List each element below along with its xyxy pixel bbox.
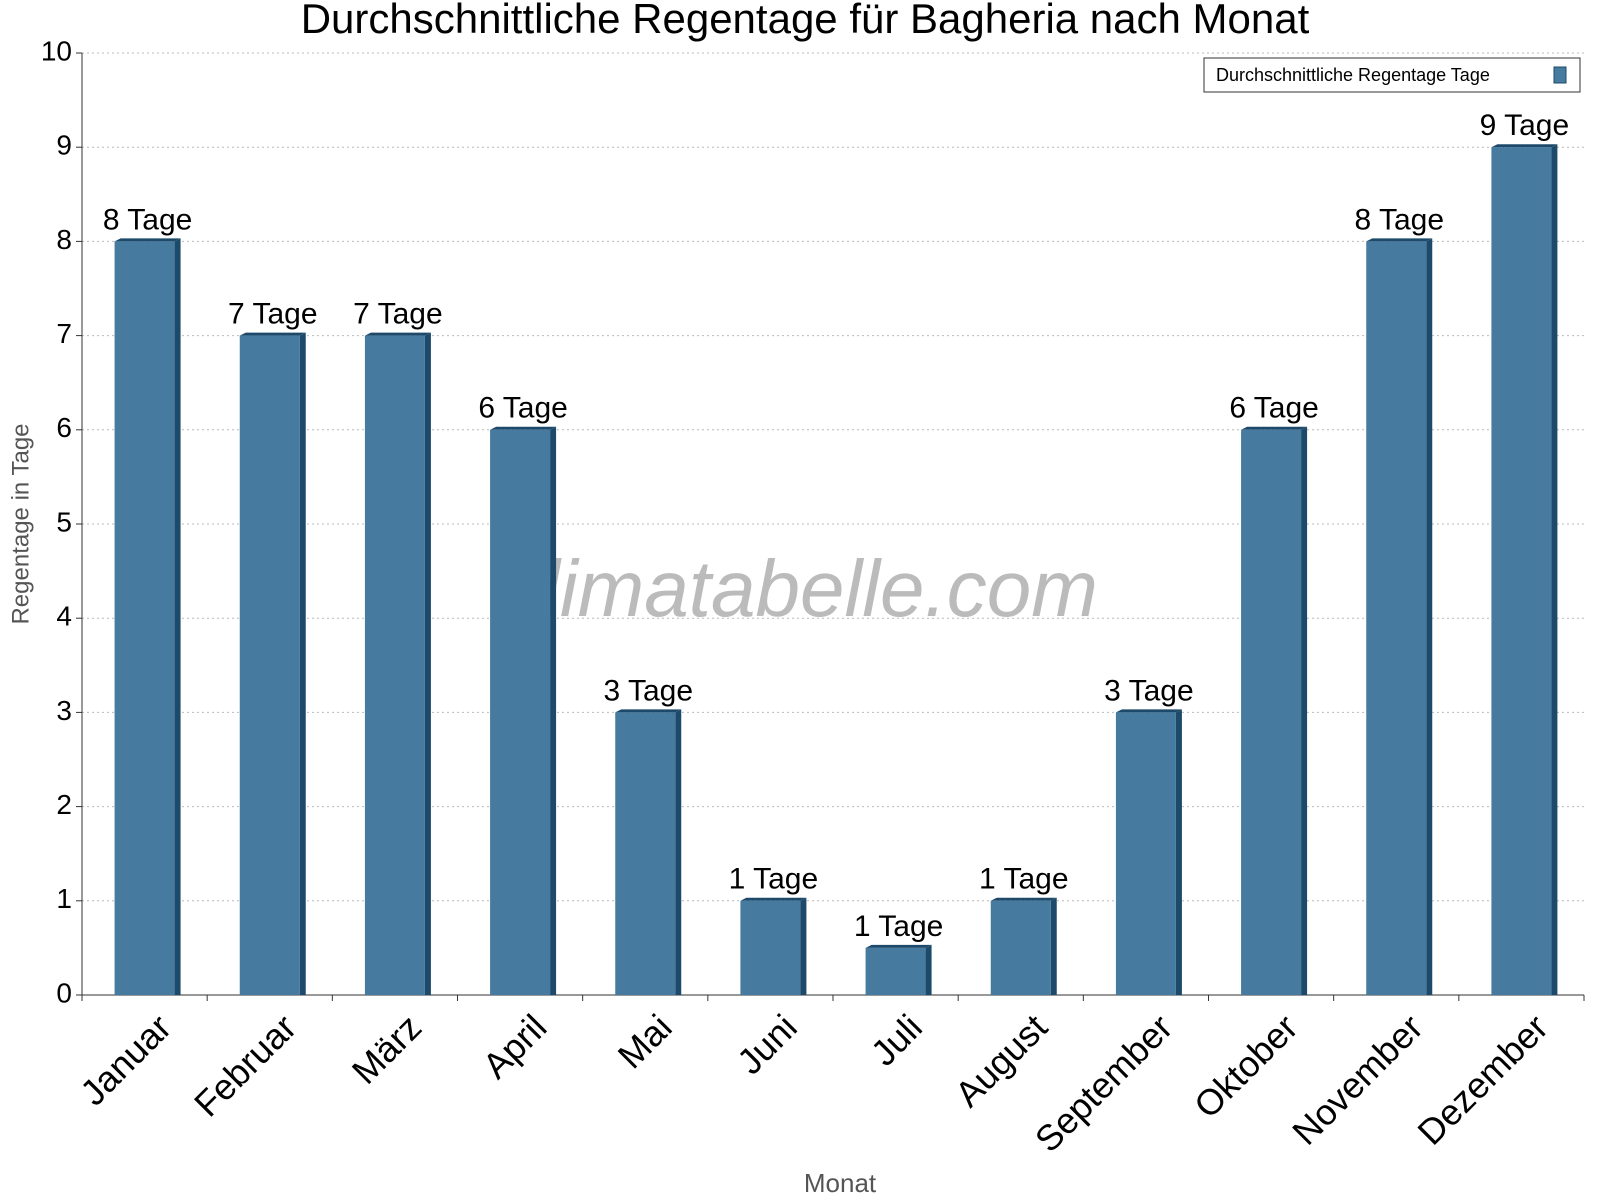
bar-side bbox=[675, 709, 682, 995]
x-tick-label: Januar bbox=[72, 1006, 179, 1113]
x-tick-label: Dezember bbox=[1409, 1006, 1555, 1152]
x-tick-label: Februar bbox=[186, 1006, 304, 1124]
bar-top bbox=[114, 238, 181, 242]
x-tick-label: August bbox=[947, 1006, 1055, 1114]
bar-top bbox=[1491, 144, 1558, 148]
bar-top bbox=[990, 897, 1057, 901]
y-tick-label: 5 bbox=[56, 506, 72, 537]
bar-side bbox=[1426, 238, 1433, 995]
bar bbox=[990, 900, 1051, 995]
y-axis-title: Regentage in Tage bbox=[7, 423, 34, 624]
value-label: 8 Tage bbox=[103, 203, 193, 236]
bar-top bbox=[1241, 426, 1308, 430]
value-label: 7 Tage bbox=[353, 298, 443, 331]
bar bbox=[740, 900, 801, 995]
x-tick-label: November bbox=[1284, 1006, 1430, 1152]
bar-side bbox=[1175, 709, 1182, 995]
bar-side bbox=[424, 332, 431, 996]
legend-box bbox=[1203, 57, 1581, 93]
y-tick-label: 2 bbox=[56, 789, 72, 820]
value-label: 9 Tage bbox=[1480, 109, 1570, 142]
y-tick-label: 8 bbox=[56, 224, 72, 255]
x-tick-label: März bbox=[344, 1006, 430, 1092]
value-label: 6 Tage bbox=[1229, 392, 1319, 425]
value-label: 3 Tage bbox=[1104, 674, 1194, 707]
bar-top bbox=[1115, 709, 1182, 713]
legend-label: Durchschnittliche Regentage Tage bbox=[1216, 65, 1490, 85]
bar-side bbox=[800, 897, 807, 995]
bar-top bbox=[865, 944, 932, 948]
bar-side bbox=[299, 332, 306, 996]
bar-side bbox=[925, 944, 932, 995]
y-tick-label: 7 bbox=[56, 318, 72, 349]
value-label: 7 Tage bbox=[228, 298, 318, 331]
value-label: 1 Tage bbox=[854, 910, 944, 943]
bar bbox=[1366, 241, 1427, 995]
y-tick-label: 3 bbox=[56, 695, 72, 726]
x-tick-label: Juli bbox=[863, 1006, 930, 1073]
x-tick-label: September bbox=[1027, 1006, 1181, 1160]
x-tick-label: April bbox=[475, 1006, 555, 1086]
bar bbox=[239, 335, 300, 996]
bar bbox=[1115, 712, 1176, 995]
bar-side bbox=[1551, 144, 1558, 995]
legend: Durchschnittliche Regentage Tage bbox=[1203, 57, 1581, 93]
bar-top bbox=[239, 332, 306, 336]
bar-side bbox=[550, 426, 557, 995]
bar bbox=[1241, 429, 1302, 995]
bar bbox=[114, 241, 175, 995]
bar-top bbox=[615, 709, 682, 713]
y-tick-label: 0 bbox=[56, 977, 72, 1008]
value-label: 1 Tage bbox=[979, 863, 1069, 896]
x-tick-label: Mai bbox=[610, 1006, 680, 1076]
bar-top bbox=[364, 332, 431, 336]
bar-top bbox=[740, 897, 807, 901]
y-tick-label: 9 bbox=[56, 130, 72, 161]
x-tick-label: Juni bbox=[729, 1006, 805, 1082]
chart-title: Durchschnittliche Regentage für Bagheria… bbox=[301, 0, 1310, 42]
bar bbox=[364, 335, 425, 996]
value-label: 1 Tage bbox=[729, 863, 819, 896]
y-tick-label: 1 bbox=[56, 883, 72, 914]
bar bbox=[490, 429, 551, 995]
bar bbox=[865, 947, 926, 995]
value-label: 8 Tage bbox=[1354, 203, 1444, 236]
y-tick-label: 4 bbox=[56, 601, 72, 632]
bar-top bbox=[1366, 238, 1433, 242]
x-tick-label: Oktober bbox=[1186, 1006, 1306, 1126]
bar-top bbox=[490, 426, 557, 430]
legend-swatch bbox=[1553, 66, 1567, 84]
bar bbox=[615, 712, 676, 995]
watermark: klimatabelle.com bbox=[502, 544, 1098, 633]
bar-side bbox=[174, 238, 181, 995]
bar-side bbox=[1301, 426, 1308, 995]
bar bbox=[1491, 147, 1552, 995]
y-tick-label: 6 bbox=[56, 412, 72, 443]
bar-side bbox=[1050, 897, 1057, 995]
y-tick-label: 10 bbox=[41, 35, 72, 66]
value-label: 6 Tage bbox=[478, 392, 568, 425]
value-label: 3 Tage bbox=[603, 674, 693, 707]
x-axis-title: Monat bbox=[804, 1168, 877, 1198]
